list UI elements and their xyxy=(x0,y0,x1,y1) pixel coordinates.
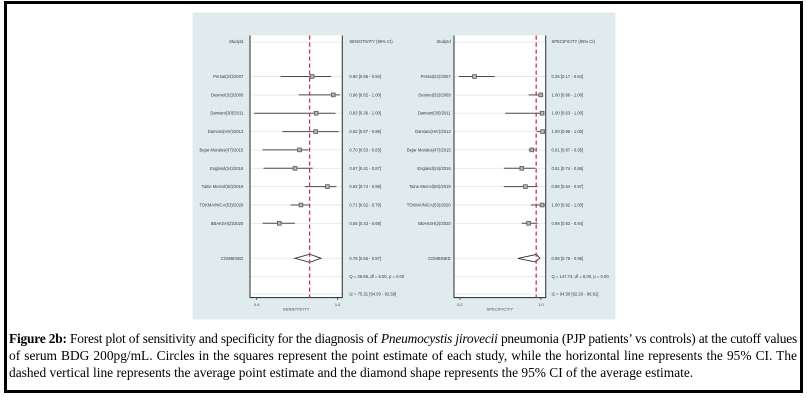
svg-text:SPECIFICITY (95% CI): SPECIFICITY (95% CI) xyxy=(552,39,596,44)
svg-text:1.00 [0.96 - 1.00]: 1.00 [0.96 - 1.00] xyxy=(552,129,584,134)
svg-text:COMBINED: COMBINED xyxy=(428,256,451,261)
svg-text:0.91 [0.87 - 0.95]: 0.91 [0.87 - 0.95] xyxy=(552,147,584,152)
svg-text:Damiani(30)/2011: Damiani(30)/2011 xyxy=(418,111,452,116)
svg-text:Bejar Morales(47)/2015: Bejar Morales(47)/2015 xyxy=(200,147,244,152)
svg-text:COMBINED: COMBINED xyxy=(221,256,244,261)
svg-text:TOKMA/NICA(53)/2020: TOKMA/NICA(53)/2020 xyxy=(407,203,452,208)
svg-text:SPECIFICITY: SPECIFICITY xyxy=(486,307,513,312)
svg-text:0.90 [0.86 - 0.94]: 0.90 [0.86 - 0.94] xyxy=(349,74,381,79)
svg-text:1.0: 1.0 xyxy=(335,302,341,307)
svg-text:Damiani(HIV)/2013: Damiani(HIV)/2013 xyxy=(415,129,451,134)
svg-text:Taine Mercel(50)/2019: Taine Mercel(50)/2019 xyxy=(202,184,244,189)
svg-text:0.86 [0.64 - 0.97]: 0.86 [0.64 - 0.97] xyxy=(552,184,584,189)
svg-text:0.92 [0.74 - 0.99]: 0.92 [0.74 - 0.99] xyxy=(349,184,381,189)
svg-text:0.78 [0.66 - 0.87]: 0.78 [0.66 - 0.87] xyxy=(349,256,381,261)
svg-text:Desmet(32)/2009: Desmet(32)/2009 xyxy=(211,92,244,97)
svg-text:0.56 [0.43 - 0.68]: 0.56 [0.43 - 0.68] xyxy=(349,221,381,226)
svg-text:StudyId: StudyId xyxy=(229,39,244,44)
svg-text:StudyId: StudyId xyxy=(436,39,451,44)
svg-text:1.00 [0.92 - 1.00]: 1.00 [0.92 - 1.00] xyxy=(552,203,584,208)
svg-text:Bejar Morales(47)/2015: Bejar Morales(47)/2015 xyxy=(407,147,451,152)
svg-text:Desmet(32)/2009: Desmet(32)/2009 xyxy=(418,92,451,97)
svg-text:TOKMA/NICA(53)/2020: TOKMA/NICA(53)/2020 xyxy=(199,203,244,208)
svg-text:1.00 [0.86 - 1.00]: 1.00 [0.86 - 1.00] xyxy=(552,92,584,97)
svg-text:BBAKSH(2)/2020: BBAKSH(2)/2020 xyxy=(211,221,244,226)
svg-text:Q = 147.74, df = 8.00, p = 0.: Q = 147.74, df = 8.00, p = 0.00 xyxy=(552,274,610,279)
svg-text:0.35 [0.17 - 0.54]: 0.35 [0.17 - 0.54] xyxy=(552,74,584,79)
svg-text:Persat(22)/2007: Persat(22)/2007 xyxy=(421,74,452,79)
svg-text:SENSITIVITY: SENSITIVITY xyxy=(283,307,310,312)
svg-text:Persat(22)/2007: Persat(22)/2007 xyxy=(213,74,244,79)
svg-text:1.0: 1.0 xyxy=(538,302,544,307)
svg-text:England(24)/2016: England(24)/2016 xyxy=(417,166,451,171)
svg-text:I2 = 94.59 [92.29 - 96.91]: I2 = 94.59 [92.29 - 96.91] xyxy=(552,292,599,297)
svg-text:0.71 [0.62 - 0.79]: 0.71 [0.62 - 0.79] xyxy=(349,203,381,208)
svg-text:Damiani(30)/2011: Damiani(30)/2011 xyxy=(210,111,244,116)
svg-text:0.96 [0.78 - 0.99]: 0.96 [0.78 - 0.99] xyxy=(552,256,584,261)
svg-text:BBAKSH(2)/2020: BBAKSH(2)/2020 xyxy=(418,221,451,226)
svg-text:Taine Mercel(50)/2019: Taine Mercel(50)/2019 xyxy=(409,184,451,189)
svg-text:Damiani(HIV)/2013: Damiani(HIV)/2013 xyxy=(208,129,244,134)
svg-text:0.67 [0.41 - 0.87]: 0.67 [0.41 - 0.87] xyxy=(349,166,381,171)
svg-text:1.00 [0.63 - 1.00]: 1.00 [0.63 - 1.00] xyxy=(552,111,584,116)
svg-text:0.4: 0.4 xyxy=(254,302,260,307)
svg-text:0.92 [0.87 - 0.96]: 0.92 [0.87 - 0.96] xyxy=(349,129,381,134)
svg-text:England(24)/2016: England(24)/2016 xyxy=(210,166,244,171)
svg-text:Q = 36.88, df = 8.00, p = 0.0: Q = 36.88, df = 8.00, p = 0.00 xyxy=(349,274,404,279)
svg-text:0.70 [0.53 - 0.83]: 0.70 [0.53 - 0.83] xyxy=(349,147,381,152)
svg-text:0.2: 0.2 xyxy=(457,302,462,307)
svg-text:SENSITIVITY (95% CI): SENSITIVITY (95% CI) xyxy=(349,39,393,44)
svg-text:0.96 [0.82 - 1.00]: 0.96 [0.82 - 1.00] xyxy=(349,92,381,97)
svg-text:0.81 [0.74 - 0.86]: 0.81 [0.74 - 0.86] xyxy=(552,166,584,171)
svg-text:0.83 [0.36 - 1.00]: 0.83 [0.36 - 1.00] xyxy=(349,111,381,116)
svg-text:0.89 [0.82 - 0.94]: 0.89 [0.82 - 0.94] xyxy=(552,221,584,226)
svg-text:I2 = 75.31 [64.93 - 92.59]: I2 = 75.31 [64.93 - 92.59] xyxy=(349,292,396,297)
